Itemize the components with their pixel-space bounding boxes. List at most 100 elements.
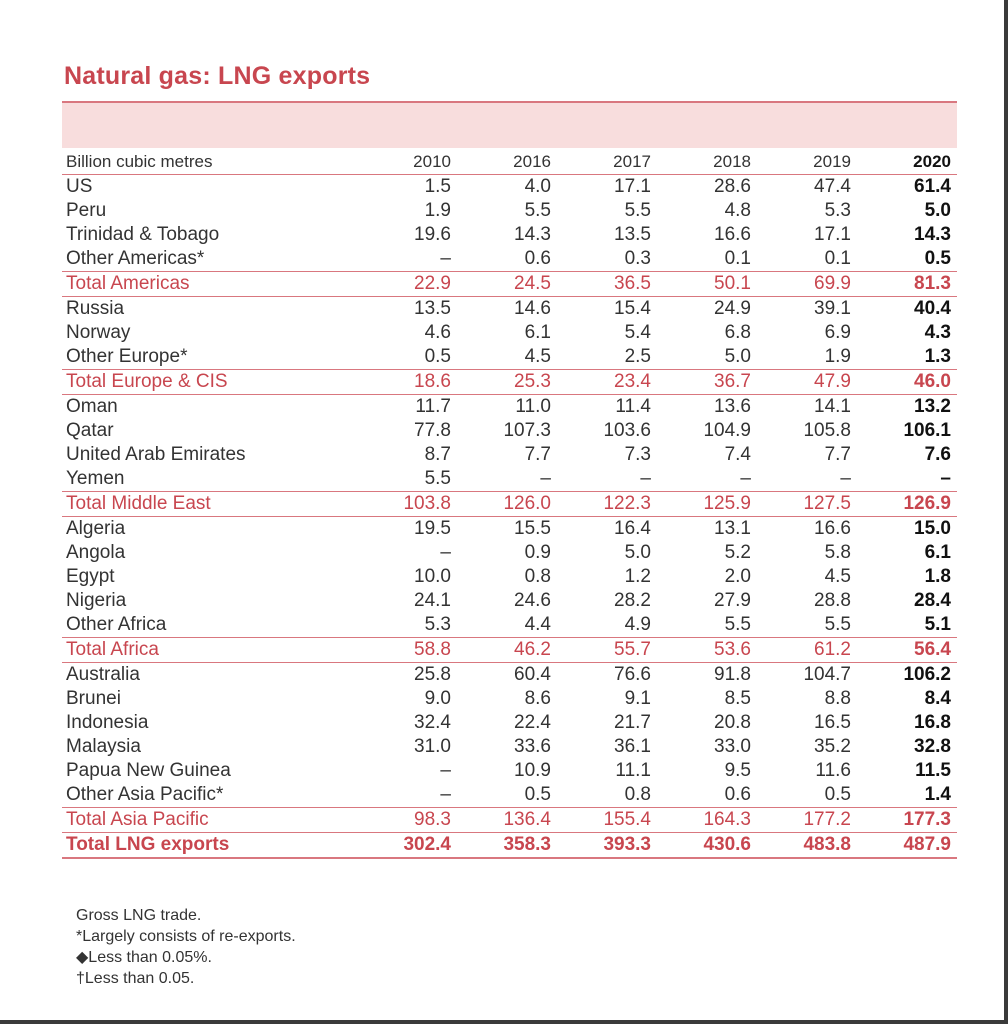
title-rule	[62, 101, 957, 103]
value-cell: 1.9	[824, 346, 851, 367]
row-label: Total LNG exports	[62, 832, 357, 859]
value-cell: 13.6	[714, 396, 751, 417]
value-cell: 15.4	[614, 298, 651, 319]
value-cell: 9.5	[724, 760, 751, 781]
subtotal-row: Total Europe & CIS 18.6 25.3 23.4 36.7 47.9 46…	[62, 369, 957, 395]
value-cell: 16.6	[814, 518, 851, 539]
value-cell: 5.3	[824, 200, 851, 221]
row-label: Angola	[66, 542, 126, 563]
value-cell: 81.3	[857, 271, 957, 297]
row-label: Russia	[66, 298, 125, 319]
value-cell: 33.6	[514, 736, 551, 757]
value-cell: 106.2	[903, 664, 951, 685]
row-label: Malaysia	[66, 736, 141, 757]
row-label: US	[66, 176, 93, 197]
value-cell: –	[440, 248, 451, 269]
value-cell: 11.4	[615, 396, 651, 417]
value-cell: 18.6	[357, 369, 457, 395]
value-cell: 16.8	[914, 712, 951, 733]
value-cell: 103.6	[603, 420, 651, 441]
value-cell: –	[440, 784, 451, 805]
value-cell: 4.8	[724, 200, 751, 221]
value-cell: 127.5	[757, 491, 857, 517]
year-header: 2019	[757, 150, 857, 175]
value-cell: 24.1	[414, 590, 451, 611]
value-cell: 155.4	[557, 807, 657, 833]
value-cell: 39.1	[814, 298, 851, 319]
value-cell: 20.8	[714, 712, 751, 733]
value-cell: 14.3	[914, 224, 951, 245]
row-label: Other Africa	[66, 614, 167, 635]
value-cell: 5.2	[724, 542, 751, 563]
value-cell: 10.9	[514, 760, 551, 781]
value-cell: 56.4	[857, 637, 957, 663]
value-cell: 8.6	[524, 688, 551, 709]
value-cell: 5.0	[924, 200, 951, 221]
table-row: Other Americas* – 0.6 0.3 0.1 0.1 0.5	[62, 247, 957, 272]
row-label: Total Asia Pacific	[62, 807, 357, 833]
value-cell: 5.5	[624, 200, 651, 221]
value-cell: 177.3	[857, 807, 957, 833]
footnote: †Less than 0.05.	[76, 970, 195, 987]
value-cell: 4.4	[524, 614, 551, 635]
value-cell: 9.0	[424, 688, 451, 709]
value-cell: 36.5	[557, 271, 657, 297]
value-cell: 103.8	[357, 491, 457, 517]
table-row: Yemen 5.5 – – – – –	[62, 467, 957, 492]
table-row: Peru 1.9 5.5 5.5 4.8 5.3 5.0	[62, 199, 957, 223]
value-cell: 4.9	[624, 614, 651, 635]
value-cell: 13.5	[414, 298, 451, 319]
value-cell: 487.9	[857, 832, 957, 859]
value-cell: 22.4	[514, 712, 551, 733]
row-label: Total Americas	[62, 271, 357, 297]
row-label: Other Asia Pacific*	[66, 784, 224, 805]
value-cell: 14.6	[514, 298, 551, 319]
row-label: Peru	[66, 200, 107, 221]
value-cell: 24.6	[514, 590, 551, 611]
value-cell: 11.6	[815, 760, 851, 781]
subtotal-row: Total Asia Pacific 98.3 136.4 155.4 164.3 177…	[62, 807, 957, 833]
value-cell: –	[840, 468, 851, 489]
value-cell: 126.0	[457, 491, 557, 517]
value-cell: 5.3	[424, 614, 451, 635]
table-row: Papua New Guinea – 10.9 11.1 9.5 11.6 11.5	[62, 759, 957, 783]
value-cell: 5.8	[824, 542, 851, 563]
value-cell: 53.6	[657, 637, 757, 663]
footnotes: Gross LNG trade. *Largely consists of re…	[76, 905, 296, 989]
value-cell: 7.3	[624, 444, 651, 465]
value-cell: 4.5	[824, 566, 851, 587]
value-cell: 14.3	[514, 224, 551, 245]
value-cell: 4.0	[524, 176, 551, 197]
value-cell: 1.3	[924, 346, 951, 367]
value-cell: 98.3	[357, 807, 457, 833]
value-cell: 58.8	[357, 637, 457, 663]
table-row: Brunei 9.0 8.6 9.1 8.5 8.8 8.4	[62, 687, 957, 711]
unit-label: Billion cubic metres	[62, 150, 357, 175]
value-cell: 15.0	[914, 518, 951, 539]
value-cell: 4.5	[524, 346, 551, 367]
row-label: Oman	[66, 396, 118, 417]
value-cell: 7.7	[524, 444, 551, 465]
year-header: 2010	[357, 150, 457, 175]
value-cell: 164.3	[657, 807, 757, 833]
row-label: Total Africa	[62, 637, 357, 663]
table-row: Trinidad & Tobago 19.6 14.3 13.5 16.6 17.1 14.…	[62, 223, 957, 247]
value-cell: 0.8	[524, 566, 551, 587]
value-cell: 0.6	[724, 784, 751, 805]
value-cell: 50.1	[657, 271, 757, 297]
value-cell: 126.9	[857, 491, 957, 517]
value-cell: 8.7	[424, 444, 451, 465]
value-cell: 47.9	[757, 369, 857, 395]
value-cell: 4.3	[924, 322, 951, 343]
value-cell: 8.4	[924, 688, 951, 709]
value-cell: 32.8	[914, 736, 951, 757]
value-cell: 6.8	[724, 322, 751, 343]
value-cell: 16.5	[814, 712, 851, 733]
value-cell: –	[740, 468, 751, 489]
value-cell: 0.1	[824, 248, 851, 269]
value-cell: 31.0	[414, 736, 451, 757]
value-cell: 483.8	[757, 832, 857, 859]
table-row: United Arab Emirates 8.7 7.7 7.3 7.4 7.7 7.6	[62, 443, 957, 467]
row-label: Yemen	[66, 468, 125, 489]
